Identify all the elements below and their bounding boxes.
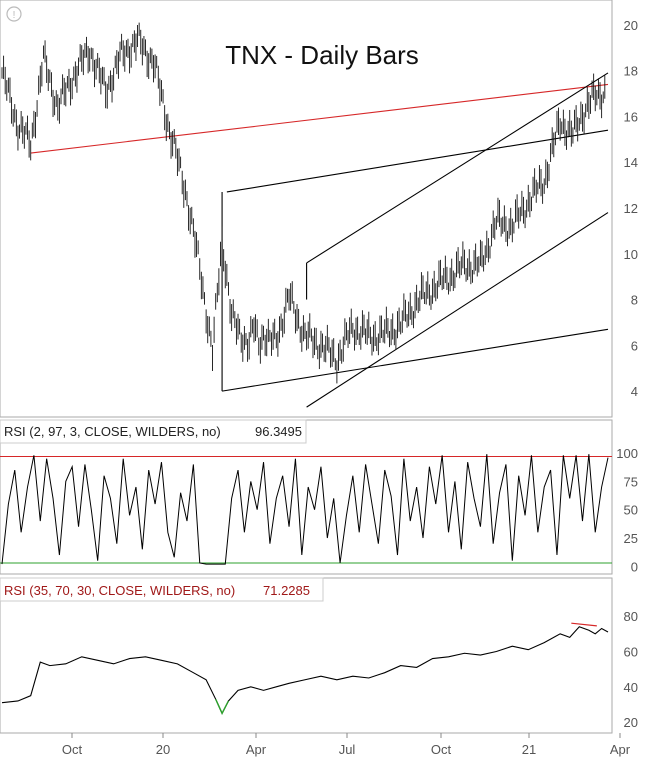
price-y-tick-label: 12 — [624, 201, 638, 216]
rsi-long-header: RSI (35, 70, 30, CLOSE, WILDERS, no) — [4, 583, 235, 598]
price-y-tick-label: 6 — [631, 338, 638, 353]
price-bars — [1, 22, 606, 384]
price-y-tick-label: 16 — [624, 109, 638, 124]
trendlines — [30, 72, 609, 408]
price-panel: ! TNX - Daily Bars 4 6 8 10 12 14 16 18 20 — [0, 0, 638, 418]
chart-title: TNX - Daily Bars — [225, 40, 419, 70]
x-tick-label: Oct — [62, 742, 83, 757]
rsi-long-y-tick-label: 20 — [624, 715, 638, 730]
rsi-short-y-tick-label: 25 — [624, 531, 638, 546]
trendline — [306, 72, 609, 264]
x-tick-label: Jul — [339, 742, 356, 757]
x-tick-label: Oct — [431, 742, 452, 757]
price-y-tick-label: 10 — [624, 247, 638, 262]
rsi-long-y-axis: 20 40 60 80 — [624, 609, 638, 730]
rsi-long-y-tick-label: 40 — [624, 680, 638, 695]
rsi-long-y-tick-label: 60 — [624, 644, 638, 659]
rsi-short-y-axis: 0 25 50 75 100 — [616, 446, 638, 574]
rsi-long-y-tick-label: 80 — [624, 609, 638, 624]
x-tick-label: Apr — [246, 742, 267, 757]
rsi-short-header: RSI (2, 97, 3, CLOSE, WILDERS, no) — [4, 424, 221, 439]
x-tick-label: 20 — [156, 742, 170, 757]
rsi-short-line — [1, 454, 609, 565]
price-y-tick-label: 4 — [631, 384, 638, 399]
rsi-short-y-tick-label: 50 — [624, 503, 638, 518]
price-y-tick-label: 8 — [631, 293, 638, 308]
trendline — [226, 129, 609, 193]
rsi-short-y-tick-label: 0 — [631, 559, 638, 574]
x-axis: Oct 20 Apr Jul Oct 21 Apr — [62, 733, 631, 757]
rsi-short-y-tick-label: 100 — [616, 446, 638, 461]
rsi-long-panel: RSI (35, 70, 30, CLOSE, WILDERS, no) 71.… — [0, 577, 638, 734]
price-y-axis: 4 6 8 10 12 14 16 18 20 — [624, 18, 638, 399]
rsi-short-plot — [0, 454, 612, 565]
rsi-long-header-box — [0, 577, 324, 602]
rsi-long-oversold-segment — [215, 698, 230, 715]
rsi-long-value: 71.2285 — [263, 583, 310, 598]
price-y-tick-label: 14 — [624, 155, 638, 170]
alert-icon-glyph: ! — [13, 10, 16, 21]
rsi-short-y-tick-label: 75 — [624, 474, 638, 489]
rsi-long-plot — [1, 622, 609, 715]
x-tick-label: 21 — [522, 742, 536, 757]
rsi-long-divergence-line — [571, 622, 597, 627]
x-tick-label: Apr — [610, 742, 631, 757]
rsi-long-line — [1, 626, 609, 715]
rsi-short-header-box — [0, 419, 307, 444]
alert-icon — [6, 6, 22, 22]
price-panel-frame — [0, 0, 613, 418]
trendline — [221, 328, 609, 392]
rsi-short-panel: RSI (2, 97, 3, CLOSE, WILDERS, no) 96.34… — [0, 419, 638, 575]
rsi-short-value: 96.3495 — [255, 424, 302, 439]
trendline — [306, 212, 609, 408]
trendline — [30, 83, 609, 154]
price-y-tick-label: 18 — [624, 64, 638, 79]
price-y-tick-label: 20 — [624, 18, 638, 33]
